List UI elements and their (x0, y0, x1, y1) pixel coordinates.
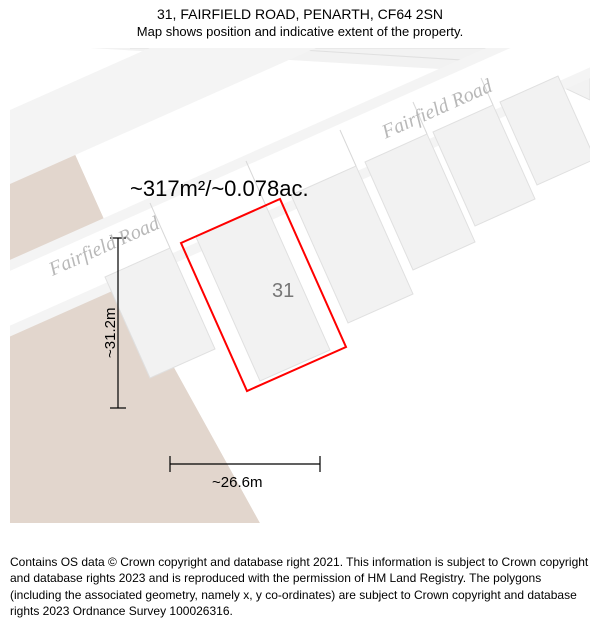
map-canvas: Fairfield Road Fairfield Road ~317m²/~0.… (10, 48, 590, 523)
dim-vertical-label: ~31.2m (102, 308, 119, 358)
dim-horizontal-label: ~26.6m (212, 474, 262, 491)
address-line: 31, FAIRFIELD ROAD, PENARTH, CF64 2SN (0, 6, 600, 22)
area-label: ~317m²/~0.078ac. (130, 176, 309, 202)
subtitle-line: Map shows position and indicative extent… (0, 24, 600, 39)
copyright-footer: Contains OS data © Crown copyright and d… (10, 554, 590, 619)
house-number-label: 31 (272, 280, 294, 303)
